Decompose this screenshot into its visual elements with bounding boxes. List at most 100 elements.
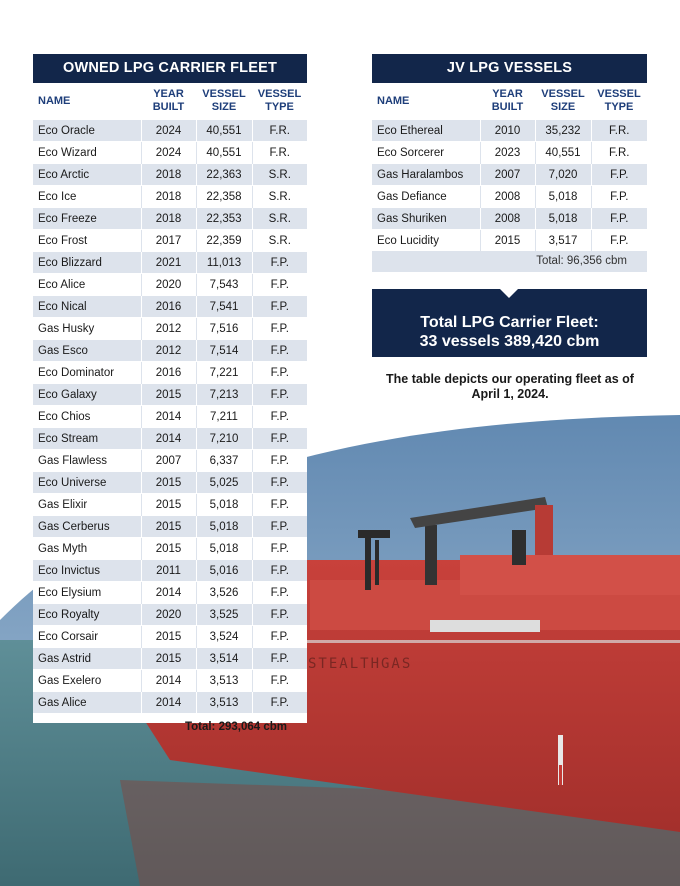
vessel-size-cell: 5,018	[196, 515, 253, 538]
hull-name: STEALTHGAS	[308, 656, 412, 672]
year-built-cell: 2018	[141, 185, 197, 208]
vessel-type-cell: F.P.	[252, 383, 307, 406]
vessel-name-cell: Gas Esco	[33, 339, 142, 362]
header-vessel-size: VESSEL SIZE	[541, 88, 585, 113]
header-name: NAME	[38, 94, 71, 107]
jv-total: Total: 96,356 cbm	[372, 251, 647, 272]
vessel-name-cell: Eco Stream	[33, 427, 142, 450]
vessel-name-cell: Eco Lucidity	[372, 229, 481, 251]
vessel-name-cell: Eco Elysium	[33, 581, 142, 604]
year-built-cell: 2015	[141, 515, 197, 538]
vessel-type-cell: S.R.	[252, 163, 307, 186]
owned-fleet-table: OWNED LPG CARRIER FLEET NAME YEAR BUILT V…	[33, 54, 307, 733]
year-built-cell: 2015	[141, 383, 197, 406]
vessel-type-cell: F.P.	[252, 405, 307, 428]
table-row: Eco Wizard 2024 40,551 F.R.	[33, 141, 307, 164]
year-built-cell: 2012	[141, 339, 197, 362]
vessel-size-cell: 7,213	[196, 383, 253, 406]
vessel-type-cell: F.P.	[252, 317, 307, 340]
year-built-cell: 2007	[480, 163, 536, 186]
vessel-size-cell: 7,514	[196, 339, 253, 362]
year-built-cell: 2015	[480, 229, 536, 251]
summary-title: Total LPG Carrier Fleet:	[420, 314, 599, 331]
year-built-cell: 2024	[141, 141, 197, 164]
vessel-name-cell: Eco Oracle	[33, 119, 142, 142]
table-row: Eco Dominator 2016 7,221 F.P.	[33, 361, 307, 384]
table-row: Eco Alice 2020 7,543 F.P.	[33, 273, 307, 296]
vessel-size-cell: 3,524	[196, 625, 253, 648]
table-row: Gas Shuriken 2008 5,018 F.P.	[372, 207, 647, 230]
vessel-size-cell: 7,543	[196, 273, 253, 296]
header-vessel-size: VESSEL SIZE	[202, 88, 246, 113]
table-row: Eco Ethereal 2010 35,232 F.R.	[372, 119, 647, 142]
year-built-cell: 2020	[141, 603, 197, 626]
owned-total: Total: 293,064 cbm	[184, 721, 287, 733]
vessel-name-cell: Eco Wizard	[33, 141, 142, 164]
table-row: Eco Sorcerer 2023 40,551 F.R.	[372, 141, 647, 164]
vessel-size-cell: 5,016	[196, 559, 253, 582]
year-built-cell: 2014	[141, 669, 197, 692]
table-row: Gas Flawless 2007 6,337 F.P.	[33, 449, 307, 472]
vessel-type-cell: F.P.	[591, 207, 647, 230]
vessel-name-cell: Eco Freeze	[33, 207, 142, 230]
year-built-cell: 2014	[141, 581, 197, 604]
vessel-name-cell: Eco Chios	[33, 405, 142, 428]
table-row: Gas Esco 2012 7,514 F.P.	[33, 339, 307, 362]
vessel-size-cell: 40,551	[535, 141, 592, 164]
vessel-size-cell: 40,551	[196, 119, 253, 142]
year-built-cell: 2015	[141, 493, 197, 516]
header-year-built: YEAR BUILT	[152, 88, 185, 113]
year-built-cell: 2014	[141, 691, 197, 713]
vessel-name-cell: Gas Flawless	[33, 449, 142, 472]
vessel-size-cell: 7,211	[196, 405, 253, 428]
owned-table-body: Eco Oracle 2024 40,551 F.R. Eco Wizard 2024 40…	[33, 119, 307, 713]
owned-table: NAME YEAR BUILT VESSEL SIZE VESSEL TYPE Eco…	[33, 83, 307, 713]
vessel-name-cell: Eco Universe	[33, 471, 142, 494]
table-row: Eco Freeze 2018 22,353 S.R.	[33, 207, 307, 230]
vessel-name-cell: Eco Galaxy	[33, 383, 142, 406]
year-built-cell: 2010	[480, 119, 536, 142]
table-row: Eco Nical 2016 7,541 F.P.	[33, 295, 307, 318]
vessel-size-cell: 3,526	[196, 581, 253, 604]
header-name: NAME	[377, 94, 410, 107]
vessel-type-cell: F.P.	[252, 581, 307, 604]
vessel-type-cell: F.P.	[591, 185, 647, 208]
year-built-cell: 2014	[141, 427, 197, 450]
vessel-type-cell: F.R.	[252, 119, 307, 142]
vessel-size-cell: 7,516	[196, 317, 253, 340]
vessel-name-cell: Gas Cerberus	[33, 515, 142, 538]
year-built-cell: 2012	[141, 317, 197, 340]
vessel-size-cell: 5,018	[196, 537, 253, 560]
table-row: Eco Stream 2014 7,210 F.P.	[33, 427, 307, 450]
vessel-name-cell: Gas Haralambos	[372, 163, 481, 186]
year-built-cell: 2015	[141, 537, 197, 560]
header-year-built: YEAR BUILT	[491, 88, 524, 113]
vessel-size-cell: 3,514	[196, 647, 253, 670]
table-row: Gas Myth 2015 5,018 F.P.	[33, 537, 307, 560]
table-row: Eco Royalty 2020 3,525 F.P.	[33, 603, 307, 626]
vessel-name-cell: Gas Astrid	[33, 647, 142, 670]
vessel-size-cell: 22,359	[196, 229, 253, 252]
table-row: Eco Elysium 2014 3,526 F.P.	[33, 581, 307, 604]
vessel-size-cell: 7,221	[196, 361, 253, 384]
vessel-name-cell: Eco Nical	[33, 295, 142, 318]
table-row: Gas Elixir 2015 5,018 F.P.	[33, 493, 307, 516]
year-built-cell: 2018	[141, 163, 197, 186]
year-built-cell: 2011	[141, 559, 197, 582]
vessel-type-cell: F.P.	[252, 515, 307, 538]
vessel-name-cell: Eco Sorcerer	[372, 141, 481, 164]
vessel-type-cell: S.R.	[252, 185, 307, 208]
year-built-cell: 2015	[141, 471, 197, 494]
table-row: Gas Defiance 2008 5,018 F.P.	[372, 185, 647, 208]
vessel-name-cell: Eco Frost	[33, 229, 142, 252]
vessel-size-cell: 3,513	[196, 691, 253, 713]
table-row: Eco Lucidity 2015 3,517 F.P.	[372, 229, 647, 251]
vessel-name-cell: Eco Invictus	[33, 559, 142, 582]
vessel-type-cell: F.R.	[252, 141, 307, 164]
year-built-cell: 2018	[141, 207, 197, 230]
vessel-size-cell: 7,541	[196, 295, 253, 318]
vessel-type-cell: F.P.	[252, 427, 307, 450]
vessel-size-cell: 5,018	[196, 493, 253, 516]
vessel-name-cell: Eco Ethereal	[372, 119, 481, 142]
